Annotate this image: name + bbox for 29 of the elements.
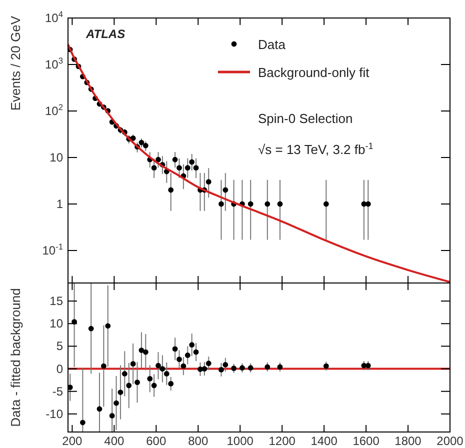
x-tick-label: 800 (188, 434, 208, 448)
y-tick-label: 10$^{-1}$ (42, 242, 64, 258)
y-tick-label: 10 (50, 150, 64, 164)
x-tick-label: 2000 (436, 434, 464, 448)
y-tick-label: 1 (56, 197, 64, 211)
y-tick-label: 15 (50, 294, 64, 308)
x-tick-label: 400 (104, 434, 125, 448)
x-tick-label: 1400 (310, 434, 338, 448)
annotation: √s = 13 TeV, 3.2 fb$^{-1}$ (258, 141, 374, 157)
x-tick-label: 1200 (268, 434, 296, 448)
legend-label: Background-only fit (258, 65, 370, 80)
y-axis-title: Events / 20 GeV (8, 16, 23, 111)
x-tick-label: 1000 (226, 434, 254, 448)
y-tick-label: 10$^{4}$ (44, 9, 64, 25)
annotation: Spin-0 Selection (258, 111, 353, 126)
x-tick-label: 600 (146, 434, 166, 448)
y-axis-title: Data - fitted background (8, 288, 23, 427)
y-tick-label: 5 (56, 339, 64, 354)
y-tick-label: 10 (50, 316, 64, 331)
x-tick-label: 1800 (394, 434, 422, 448)
y-tick-label: -5 (52, 384, 64, 398)
y-tick-label: -10 (46, 406, 64, 421)
x-tick-label: 1600 (352, 434, 380, 448)
y-tick-label: 10$^{2}$ (44, 102, 64, 118)
annotation: ATLAS (85, 27, 126, 41)
legend-label: Data (258, 37, 286, 52)
y-tick-label: 0 (56, 362, 64, 376)
x-tick-label: 200 (62, 434, 83, 448)
y-tick-label: 10$^{3}$ (44, 56, 64, 72)
